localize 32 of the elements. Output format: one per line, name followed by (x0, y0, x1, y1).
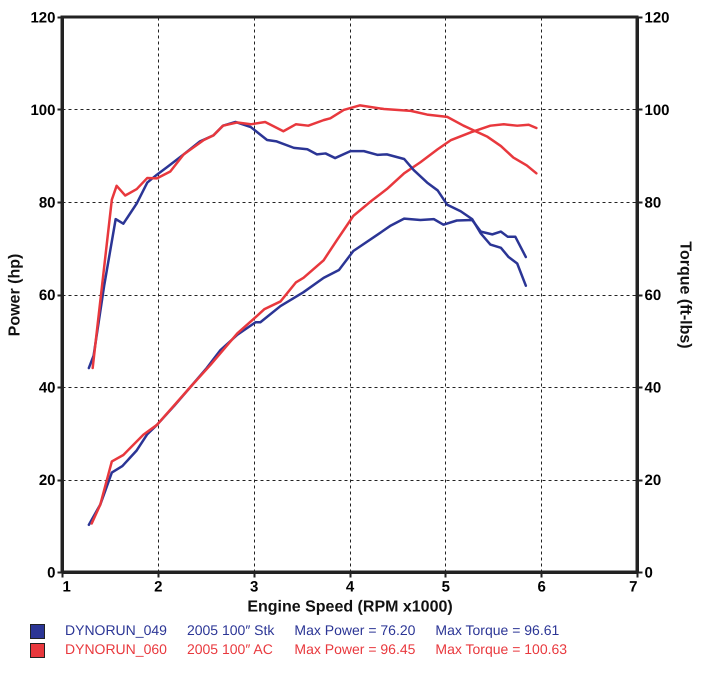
y-tick-label: 20 (38, 472, 56, 489)
x-axis-title: Engine Speed (RPM x1000) (247, 598, 453, 616)
text: 2005 100″ Stk (186, 622, 274, 639)
y2-tick-label: 100 (644, 102, 670, 119)
text: Max Torque = 96.61 (435, 622, 560, 639)
x-tick-label: 3 (250, 578, 258, 596)
y2-tick-label: 120 (644, 10, 670, 26)
text: Max Torque = 100.63 (435, 641, 568, 658)
y-axis-title: Power (hp) (6, 254, 24, 336)
y-tick-label: 40 (38, 380, 56, 396)
text: 2005 100″ AC (186, 641, 274, 658)
y2-tick-label: 20 (644, 472, 662, 489)
x-tick-label: 5 (442, 578, 450, 596)
text: Max Power = 96.45 (294, 641, 416, 658)
y2-axis-title: Torque (ft-lbs) (676, 241, 694, 349)
y-tick-label: 60 (38, 287, 56, 304)
y2-tick-label: 80 (644, 194, 662, 212)
x-tick-label: 1 (62, 578, 71, 596)
text: Max Power = 76.20 (294, 622, 416, 639)
y-tick-label: 0 (47, 564, 56, 582)
y-tick-label: 120 (30, 10, 56, 26)
x-tick-label: 4 (346, 578, 355, 596)
x-tick-label: 2 (154, 578, 163, 596)
y2-tick-label: 0 (644, 564, 653, 582)
y2-tick-label: 40 (644, 380, 662, 396)
legend-label: DYNORUN_049 (65, 622, 167, 639)
y2-tick-label: 60 (644, 287, 662, 304)
x-tick-label: 6 (537, 578, 546, 596)
legend-label: DYNORUN_060 (65, 641, 167, 658)
y-tick-label: 100 (30, 102, 56, 119)
y-tick-label: 80 (38, 194, 56, 212)
x-tick-label: 7 (629, 578, 638, 596)
